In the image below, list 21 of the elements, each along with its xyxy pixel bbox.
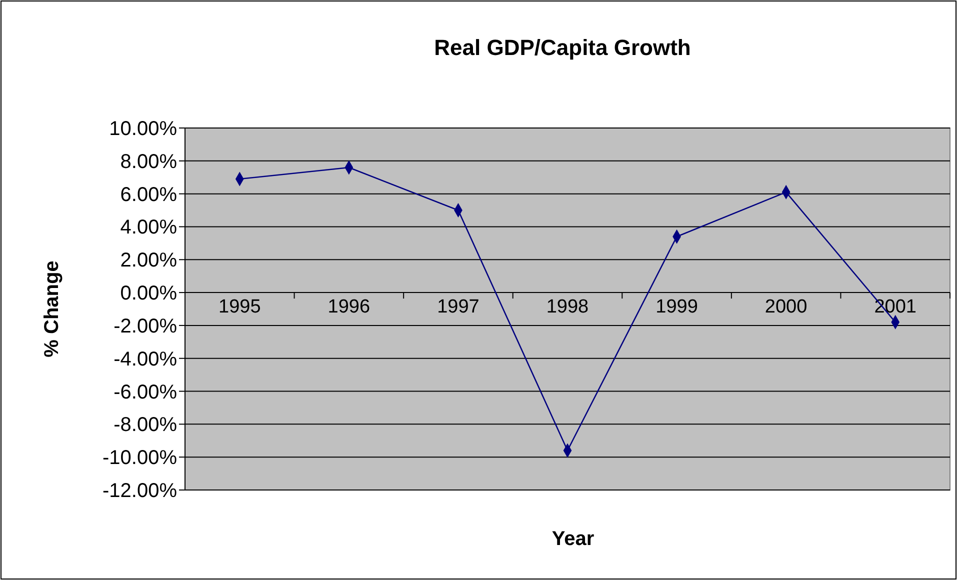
y-tick-label: -6.00%: [114, 381, 178, 404]
x-tick-label: 1996: [328, 296, 370, 318]
x-tick-label: 1998: [546, 296, 589, 318]
x-tick-label: 1997: [437, 296, 480, 318]
x-axis-title: Year: [552, 528, 594, 550]
y-tick-label: -10.00%: [102, 447, 178, 470]
y-tick-label: -12.00%: [102, 480, 178, 502]
y-tick-label: -4.00%: [114, 348, 178, 370]
y-tick-label: 4.00%: [120, 216, 178, 239]
x-tick-label: 1995: [218, 296, 261, 318]
y-tick-label: 10.00%: [109, 118, 178, 140]
y-tick-label: 8.00%: [120, 150, 178, 173]
x-tick-label: 1999: [656, 296, 698, 318]
y-axis-title: % Change: [41, 260, 63, 358]
y-tick-label: 2.00%: [120, 250, 178, 272]
y-tick-label: -2.00%: [114, 315, 178, 338]
y-tick-label: 6.00%: [120, 184, 178, 206]
y-tick-label: -8.00%: [114, 414, 178, 436]
y-tick-label: 0.00%: [120, 282, 178, 305]
chart-title: Real GDP/Capita Growth: [434, 35, 691, 60]
x-tick-label: 2000: [764, 296, 808, 318]
